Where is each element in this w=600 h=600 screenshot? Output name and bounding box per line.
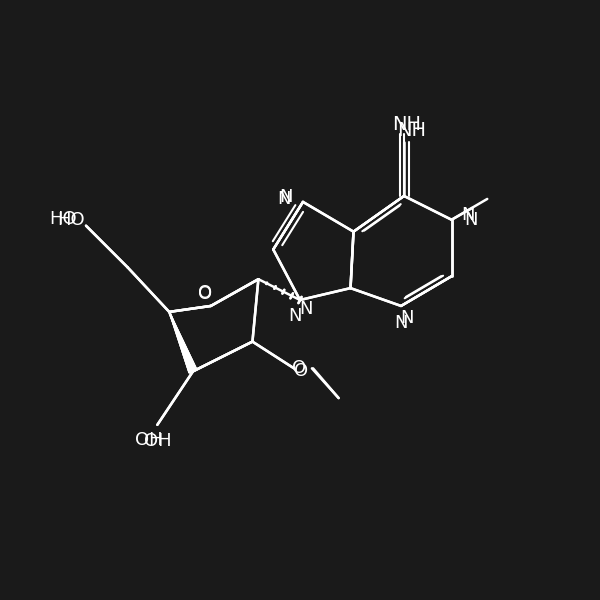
Text: N: N bbox=[289, 307, 302, 325]
Text: O: O bbox=[198, 285, 212, 303]
Text: NH: NH bbox=[392, 115, 421, 134]
Polygon shape bbox=[169, 312, 197, 373]
Text: HO: HO bbox=[50, 209, 77, 227]
Text: N: N bbox=[277, 190, 290, 208]
Polygon shape bbox=[169, 312, 197, 373]
Text: N: N bbox=[400, 309, 414, 327]
Polygon shape bbox=[169, 312, 197, 373]
Text: N: N bbox=[299, 300, 313, 318]
Text: O: O bbox=[198, 284, 212, 302]
Text: HO: HO bbox=[58, 211, 85, 229]
Text: O: O bbox=[292, 359, 306, 377]
Text: OH: OH bbox=[134, 431, 162, 449]
Text: N: N bbox=[461, 206, 475, 224]
Text: NH: NH bbox=[397, 121, 425, 140]
Text: OH: OH bbox=[143, 433, 171, 451]
Text: N: N bbox=[464, 211, 478, 229]
Text: O: O bbox=[294, 362, 308, 380]
Text: N: N bbox=[280, 188, 293, 206]
Text: N: N bbox=[394, 314, 408, 332]
